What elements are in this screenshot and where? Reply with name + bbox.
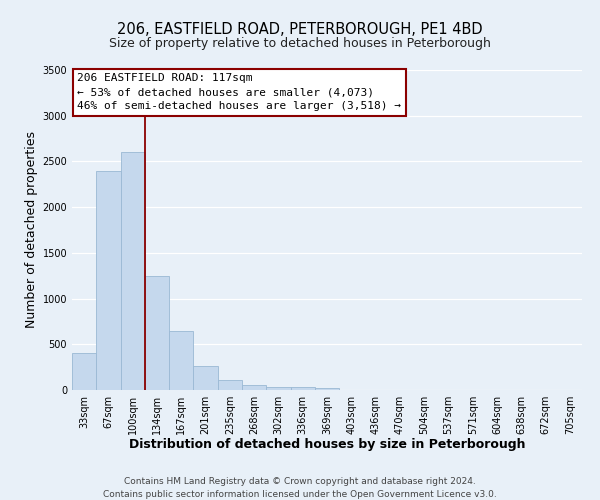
X-axis label: Distribution of detached houses by size in Peterborough: Distribution of detached houses by size … [129,438,525,452]
Text: 206 EASTFIELD ROAD: 117sqm
← 53% of detached houses are smaller (4,073)
46% of s: 206 EASTFIELD ROAD: 117sqm ← 53% of deta… [77,73,401,111]
Bar [121,152,145,390]
Text: Size of property relative to detached houses in Peterborough: Size of property relative to detached ho… [109,38,491,51]
Bar [96,170,121,390]
Bar [193,366,218,390]
Text: Contains HM Land Registry data © Crown copyright and database right 2024.: Contains HM Land Registry data © Crown c… [124,478,476,486]
Bar [290,388,315,390]
Bar [266,387,290,390]
Y-axis label: Number of detached properties: Number of detached properties [25,132,38,328]
Bar [72,354,96,390]
Text: Contains public sector information licensed under the Open Government Licence v3: Contains public sector information licen… [103,490,497,499]
Bar [242,385,266,390]
Bar [145,276,169,390]
Bar [218,380,242,390]
Bar [169,330,193,390]
Bar [315,388,339,390]
Text: 206, EASTFIELD ROAD, PETERBOROUGH, PE1 4BD: 206, EASTFIELD ROAD, PETERBOROUGH, PE1 4… [117,22,483,38]
